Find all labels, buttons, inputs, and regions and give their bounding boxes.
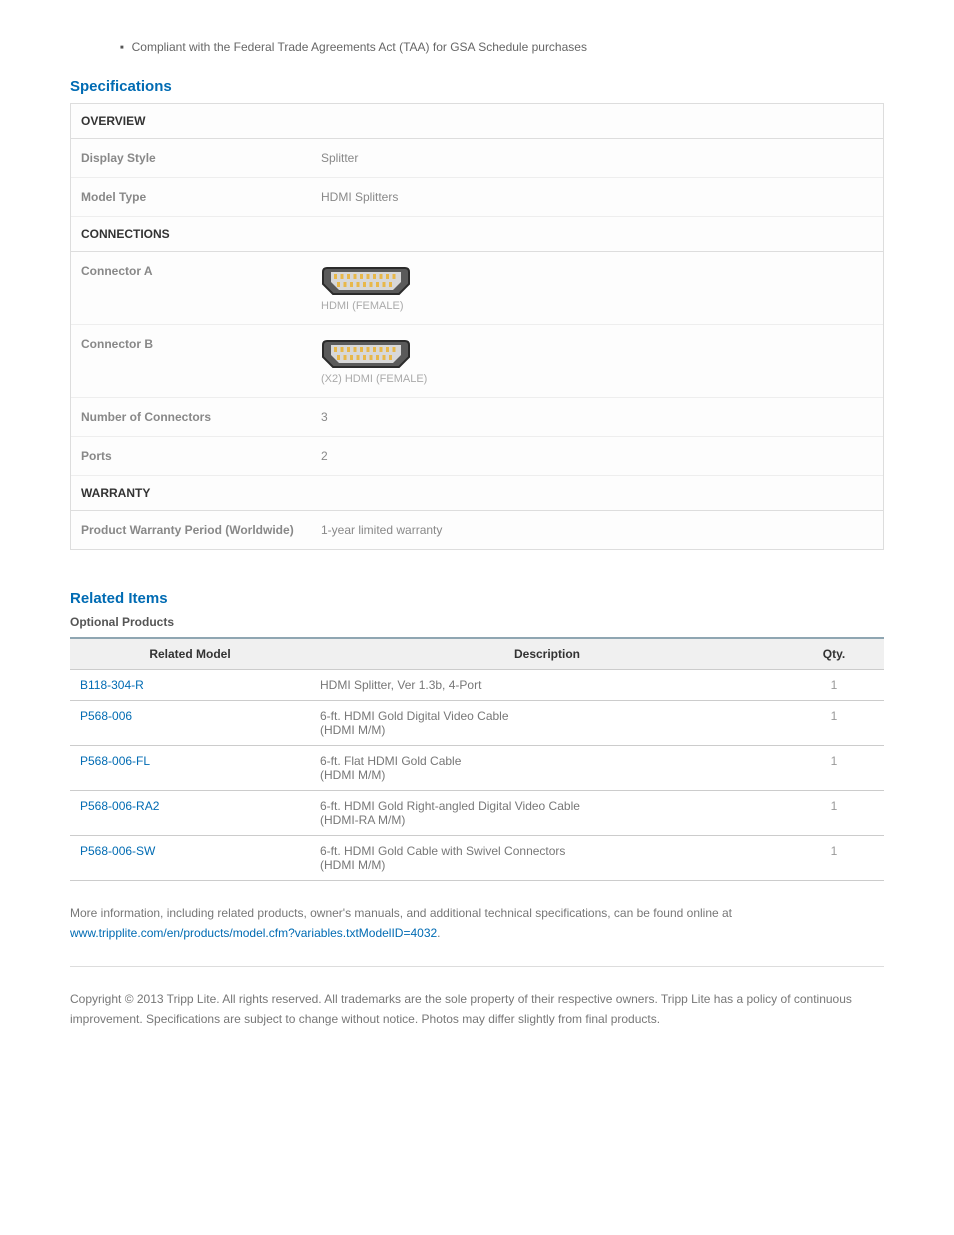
col-description: Description [310, 638, 784, 670]
related-qty-cell: 1 [784, 746, 884, 791]
more-info-footnote: More information, including related prod… [70, 903, 884, 944]
spec-label: Product Warranty Period (Worldwide) [71, 511, 311, 549]
related-model-cell: P568-006-RA2 [70, 791, 310, 836]
spec-group-header: WARRANTY [71, 476, 883, 511]
col-related-model: Related Model [70, 638, 310, 670]
spec-value: HDMI (FEMALE) [311, 252, 883, 325]
copyright-text: Copyright © 2013 Tripp Lite. All rights … [70, 989, 884, 1030]
spec-label: Display Style [71, 139, 311, 178]
related-desc-cell: HDMI Splitter, Ver 1.3b, 4-Port [310, 670, 784, 701]
more-info-link[interactable]: www.tripplite.com/en/products/model.cfm?… [70, 926, 437, 940]
related-model-link[interactable]: B118-304-R [80, 678, 144, 692]
spec-value: 3 [311, 398, 883, 437]
related-desc-cell: 6-ft. HDMI Gold Right-angled Digital Vid… [310, 791, 784, 836]
divider [70, 966, 884, 967]
connector-caption: HDMI (FEMALE) [321, 300, 404, 312]
spec-value: Splitter [311, 139, 883, 178]
related-model-cell: P568-006-FL [70, 746, 310, 791]
spec-label: Connector A [71, 252, 311, 325]
spec-label: Number of Connectors [71, 398, 311, 437]
col-qty: Qty. [784, 638, 884, 670]
related-qty-cell: 1 [784, 836, 884, 881]
related-qty-cell: 1 [784, 701, 884, 746]
hdmi-female-icon [321, 337, 411, 371]
related-model-link[interactable]: P568-006-SW [80, 844, 155, 858]
footnote-suffix: . [437, 926, 440, 940]
spec-value: HDMI Splitters [311, 178, 883, 217]
spec-group-header: CONNECTIONS [71, 217, 883, 252]
related-model-link[interactable]: P568-006-RA2 [80, 799, 159, 813]
specifications-table: OVERVIEWDisplay Style SplitterModel Type… [70, 103, 884, 550]
optional-products-subtitle: Optional Products [70, 615, 884, 629]
footnote-text: More information, including related prod… [70, 906, 732, 920]
spec-value: (X2) HDMI (FEMALE) [311, 325, 883, 398]
related-items-table: Related Model Description Qty. B118-304-… [70, 637, 884, 881]
specifications-title: Specifications [70, 78, 884, 95]
related-desc-cell: 6-ft. Flat HDMI Gold Cable(HDMI M/M) [310, 746, 784, 791]
related-qty-cell: 1 [784, 791, 884, 836]
spec-label: Ports [71, 437, 311, 476]
hdmi-female-icon [321, 264, 411, 298]
related-model-cell: B118-304-R [70, 670, 310, 701]
related-model-link[interactable]: P568-006-FL [80, 754, 150, 768]
related-model-link[interactable]: P568-006 [80, 709, 132, 723]
related-model-cell: P568-006 [70, 701, 310, 746]
spec-label: Model Type [71, 178, 311, 217]
related-model-cell: P568-006-SW [70, 836, 310, 881]
related-desc-cell: 6-ft. HDMI Gold Cable with Swivel Connec… [310, 836, 784, 881]
spec-group-header: OVERVIEW [71, 104, 883, 139]
related-items-title: Related Items [70, 590, 884, 607]
related-qty-cell: 1 [784, 670, 884, 701]
spec-label: Connector B [71, 325, 311, 398]
related-desc-cell: 6-ft. HDMI Gold Digital Video Cable(HDMI… [310, 701, 784, 746]
connector-caption: (X2) HDMI (FEMALE) [321, 373, 427, 385]
spec-value: 2 [311, 437, 883, 476]
feature-bullet: Compliant with the Federal Trade Agreeme… [120, 40, 884, 54]
spec-value: 1-year limited warranty [311, 511, 883, 549]
